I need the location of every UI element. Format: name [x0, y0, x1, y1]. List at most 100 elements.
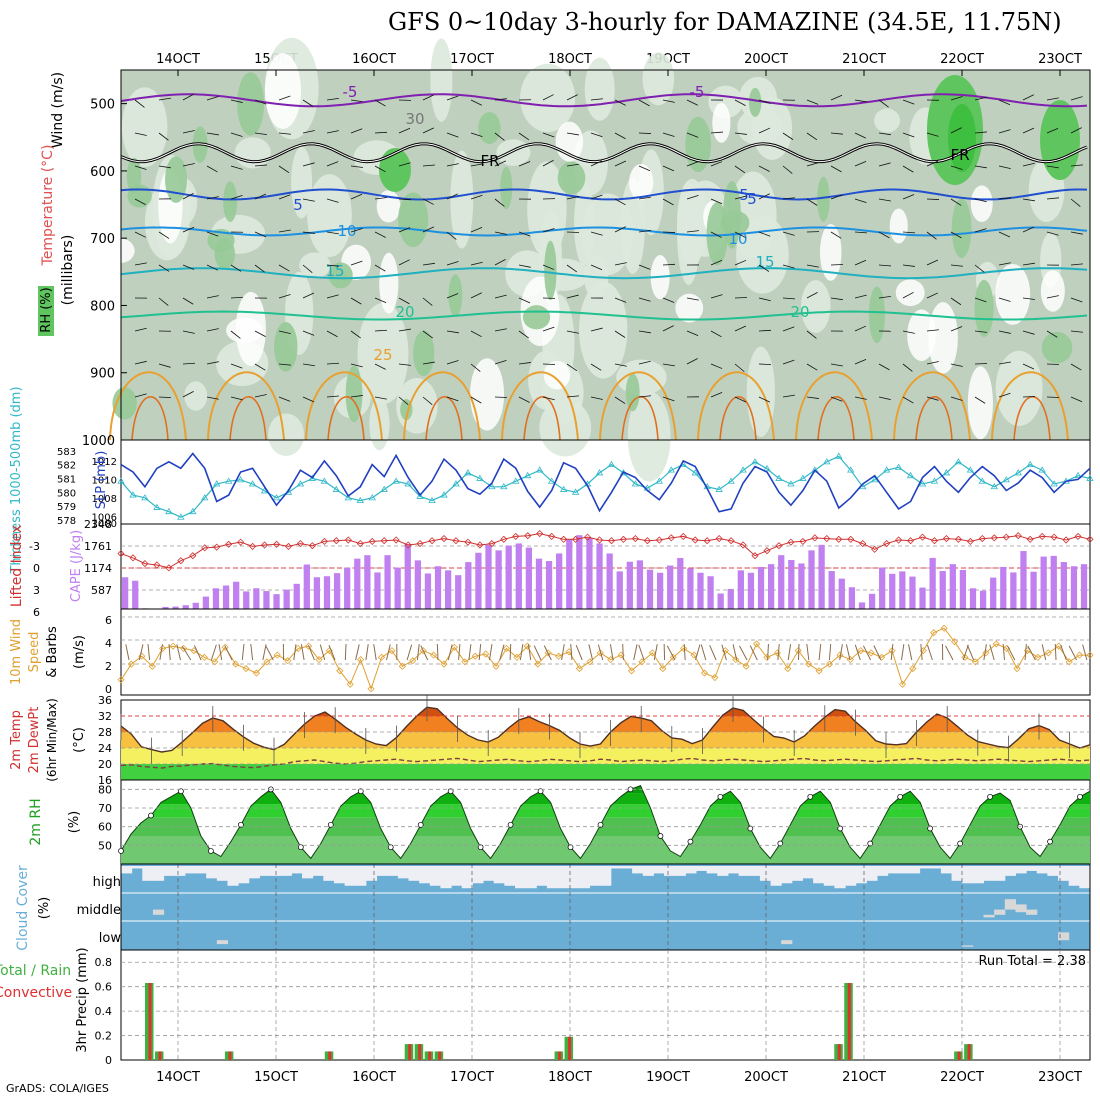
precip-convective-bar [558, 1051, 562, 1060]
wind-barb [542, 94, 554, 101]
wind-speed-marker [1013, 665, 1021, 673]
rh-marker [567, 844, 574, 851]
wind-barb [998, 392, 1011, 398]
wind-barb [302, 330, 315, 336]
wind-barb [230, 396, 243, 401]
cape-bar [132, 580, 139, 609]
wind-barb [830, 363, 843, 367]
rh-dry-patch [470, 358, 505, 431]
isotherm-label: 15 [325, 262, 344, 280]
wind-barb-10m [890, 644, 894, 661]
wind-barb [278, 194, 291, 200]
wind-barb [302, 231, 315, 234]
cloud-cell-high [983, 866, 995, 881]
rh-marker [597, 821, 604, 828]
wind-barb [374, 99, 386, 107]
cape-bar [222, 585, 230, 609]
wind-barb [830, 231, 842, 239]
wind-barb [206, 328, 219, 332]
cape-bar [990, 577, 997, 609]
thickness-marker [524, 471, 532, 479]
cloud-cell-high [1058, 866, 1070, 881]
li-marker [416, 540, 424, 548]
cape-bar [253, 588, 260, 609]
axis-label-convective: Convective [0, 985, 72, 1001]
li-marker [835, 535, 843, 543]
wind-speed-marker [825, 660, 834, 668]
cloud-cell-middle [1015, 904, 1027, 913]
li-tick-label: -3 [29, 540, 40, 553]
wind-speed-marker [836, 651, 844, 659]
thickness-marker [356, 496, 364, 504]
li-marker [548, 532, 556, 540]
wind-barb [326, 264, 339, 267]
wind-barb [974, 131, 987, 134]
li-marker [213, 543, 221, 551]
wind-barb [566, 132, 579, 136]
cape-bar [808, 550, 815, 609]
wind-barb [686, 358, 698, 365]
isotherm-label: 30 [405, 110, 424, 128]
rh-moist-patch [720, 210, 750, 236]
cape-bar [868, 593, 876, 609]
rh-dry-patch [907, 309, 936, 361]
cloud-cell-middle [1026, 909, 1038, 915]
cloud-cell-high [333, 866, 346, 884]
wind-barb [998, 361, 1011, 365]
wind-barb-10m [499, 644, 505, 661]
cape-bar [545, 561, 553, 609]
wind-barb [518, 132, 530, 141]
cloud-cell-high [717, 866, 729, 876]
wind-speed-marker [773, 649, 781, 657]
thickness-marker [559, 485, 568, 492]
li-marker [930, 537, 939, 545]
li-marker [189, 552, 197, 560]
wind-barb [446, 293, 459, 299]
wind-barb [590, 132, 603, 138]
cloud-cell-high [781, 866, 793, 884]
wind-barb [494, 198, 505, 207]
axis-label-cloud-units: (%) [37, 897, 52, 920]
axis-label-lifted-index: Lifted Index [9, 525, 25, 607]
cloud-cell-low [962, 945, 974, 947]
wind-speed-marker [784, 665, 792, 673]
rh-dry-patch [895, 279, 925, 307]
wind-barb [494, 160, 507, 167]
wind-barb-10m [854, 644, 861, 661]
wind-speed-marker [888, 647, 896, 655]
wind-barb [422, 127, 435, 134]
wind-barb-10m [533, 645, 542, 661]
precip-tick-label: 0.2 [95, 1030, 113, 1043]
wind-barb [326, 130, 339, 134]
wind-barb [446, 261, 459, 266]
isotherm-label: 20 [790, 303, 809, 321]
rh-dry-patch [819, 224, 842, 281]
wind-barb [686, 161, 699, 167]
cloud-cell-high [898, 866, 910, 874]
cape-bar [263, 591, 270, 609]
wind-barb [662, 198, 674, 206]
wind-barb [614, 262, 627, 266]
wind-barb-10m [159, 644, 163, 661]
pressure-tick-label: 1000 [92, 519, 117, 530]
cloud-cell-low [781, 940, 793, 945]
wind-barb [830, 94, 843, 101]
wind-barb [182, 264, 195, 270]
precip-convective-bar [418, 1044, 422, 1060]
li-marker [452, 537, 460, 545]
axis-label-rh-units: (%) [67, 811, 82, 834]
wind-barb [1022, 162, 1035, 167]
wind-barb [686, 330, 699, 337]
cape-bar [747, 572, 755, 609]
cape-bar [293, 583, 300, 609]
rh-moist-patch [557, 161, 586, 195]
rh-dry-patch [746, 346, 775, 437]
wind-barb [302, 162, 315, 167]
wind-barb-10m [901, 644, 905, 661]
wind-barb [1046, 165, 1059, 169]
wind-barb [974, 330, 987, 333]
wind-barb [326, 330, 338, 338]
wind-barb [902, 165, 914, 173]
wind-barb [1070, 231, 1083, 235]
